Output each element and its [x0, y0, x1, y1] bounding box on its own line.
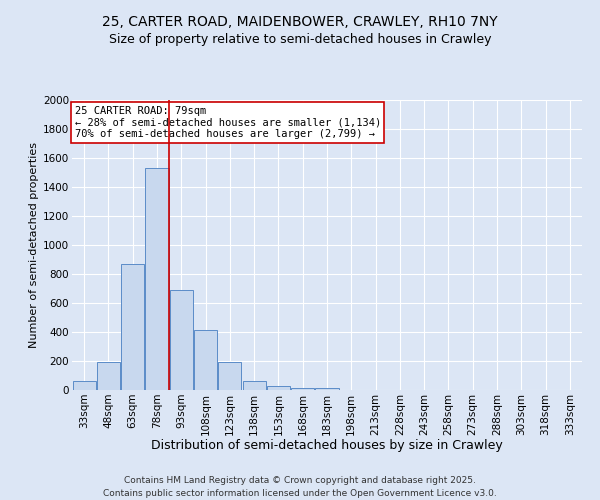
- Bar: [97, 362, 120, 390]
- Bar: [316, 388, 338, 390]
- Text: Size of property relative to semi-detached houses in Crawley: Size of property relative to semi-detach…: [109, 32, 491, 46]
- X-axis label: Distribution of semi-detached houses by size in Crawley: Distribution of semi-detached houses by …: [151, 439, 503, 452]
- Text: 25 CARTER ROAD: 79sqm
← 28% of semi-detached houses are smaller (1,134)
70% of s: 25 CARTER ROAD: 79sqm ← 28% of semi-deta…: [74, 106, 381, 139]
- Text: Contains HM Land Registry data © Crown copyright and database right 2025.
Contai: Contains HM Land Registry data © Crown c…: [103, 476, 497, 498]
- Bar: [242, 382, 266, 390]
- Y-axis label: Number of semi-detached properties: Number of semi-detached properties: [29, 142, 39, 348]
- Bar: [121, 264, 144, 390]
- Text: 25, CARTER ROAD, MAIDENBOWER, CRAWLEY, RH10 7NY: 25, CARTER ROAD, MAIDENBOWER, CRAWLEY, R…: [102, 15, 498, 29]
- Bar: [291, 388, 314, 390]
- Bar: [73, 380, 95, 390]
- Bar: [145, 168, 169, 390]
- Bar: [267, 386, 290, 390]
- Bar: [194, 330, 217, 390]
- Bar: [170, 290, 193, 390]
- Bar: [218, 362, 241, 390]
